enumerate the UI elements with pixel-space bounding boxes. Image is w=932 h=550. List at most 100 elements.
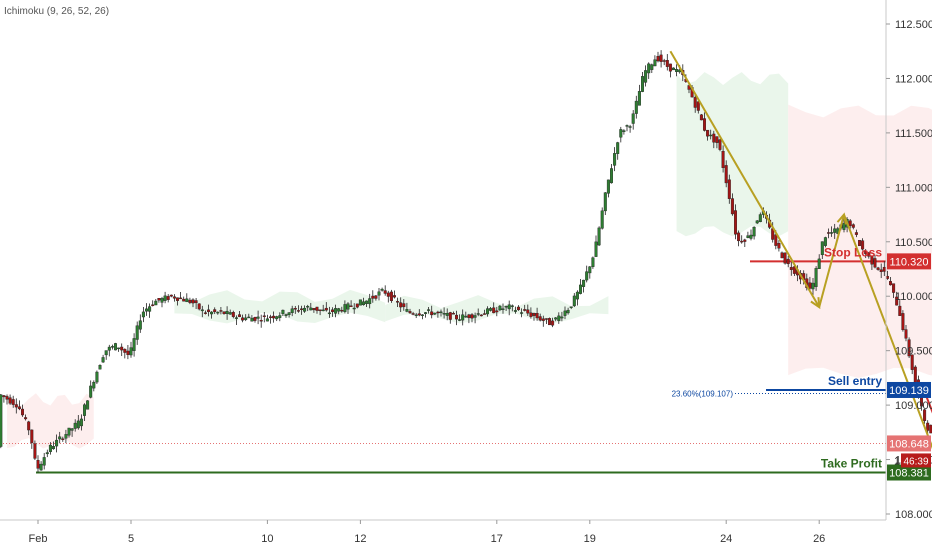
candle: [758, 214, 762, 223]
candle: [498, 305, 502, 311]
candle: [780, 252, 784, 259]
candle: [476, 313, 480, 315]
candle: [334, 308, 338, 314]
candle: [575, 291, 579, 300]
candle: [538, 316, 542, 321]
candle: [923, 409, 927, 422]
candle: [455, 314, 459, 320]
candle: [734, 210, 738, 235]
candle: [727, 179, 731, 199]
candle: [175, 297, 179, 301]
candle: [749, 234, 753, 239]
candle: [141, 311, 145, 318]
candle: [358, 299, 362, 306]
candle: [160, 298, 164, 303]
candle: [182, 298, 186, 302]
candle: [482, 313, 486, 315]
candle: [318, 309, 322, 311]
candle: [889, 281, 893, 286]
candle: [296, 310, 300, 312]
candle: [30, 429, 34, 444]
candle: [309, 307, 313, 311]
trend-arrow: [669, 50, 821, 308]
stop-loss-price-tag-bg: [887, 253, 931, 270]
candle: [234, 317, 238, 319]
candle: [346, 303, 350, 310]
price-labels: Stop Loss Sell entry Take Profit 23.60%(109…: [672, 245, 931, 481]
candle: [811, 282, 815, 290]
x-tick-label: 24: [720, 533, 732, 545]
candle: [194, 300, 198, 304]
candle: [138, 320, 142, 330]
candle: [411, 313, 415, 315]
candle: [265, 318, 269, 322]
candle: [699, 114, 703, 121]
candle: [904, 329, 908, 339]
candle: [362, 301, 366, 306]
candle: [625, 125, 629, 127]
candle: [895, 296, 899, 306]
candle: [864, 250, 868, 255]
candle: [867, 252, 871, 257]
candle: [439, 311, 443, 314]
candle: [216, 311, 220, 314]
candle: [101, 357, 105, 363]
candle: [442, 313, 446, 315]
candle: [675, 68, 679, 72]
candle: [594, 241, 598, 257]
candle: [293, 308, 297, 310]
candle: [110, 346, 114, 348]
candle: [473, 315, 477, 318]
projection-arrow: [923, 391, 932, 414]
candle: [117, 347, 121, 350]
candle: [817, 258, 821, 269]
candle: [898, 305, 902, 316]
candle: [67, 427, 71, 436]
candle: [58, 436, 62, 440]
candle: [331, 309, 335, 312]
candle: [929, 424, 932, 434]
candle: [774, 234, 778, 246]
candle: [287, 312, 291, 315]
candle: [327, 312, 331, 315]
candle: [858, 240, 862, 247]
candle: [417, 313, 421, 316]
candle: [420, 314, 424, 316]
candle: [582, 279, 586, 287]
candle: [132, 338, 136, 351]
candle: [724, 165, 728, 184]
candle: [278, 315, 282, 318]
candle: [244, 317, 248, 320]
candle: [427, 309, 431, 311]
candle: [405, 309, 409, 312]
candle: [259, 319, 263, 322]
candle: [842, 223, 846, 230]
candle: [504, 305, 508, 308]
candle: [247, 316, 251, 319]
candle: [544, 318, 548, 320]
candle: [554, 317, 558, 320]
candle: [532, 313, 536, 316]
candle: [48, 444, 52, 452]
candle: [17, 406, 21, 410]
candle: [551, 320, 555, 326]
candle: [126, 350, 130, 355]
candle: [303, 307, 307, 312]
x-tick-label: 26: [813, 533, 825, 545]
candle: [151, 304, 155, 306]
candle: [250, 317, 254, 322]
x-tick-label: 5: [128, 533, 134, 545]
candle: [365, 300, 369, 304]
current-price-tag-bg: [887, 435, 931, 452]
candle: [926, 422, 930, 431]
candle: [659, 54, 663, 62]
y-tick-label: 110.500: [895, 237, 932, 249]
candle: [563, 310, 567, 316]
candle: [33, 443, 37, 459]
candle: [231, 312, 235, 317]
candle: [5, 396, 9, 400]
candle: [445, 312, 449, 316]
candle: [237, 314, 241, 317]
candle: [256, 316, 260, 319]
